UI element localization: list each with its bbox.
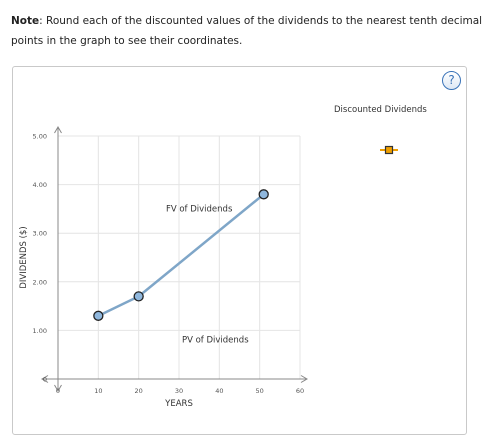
- x-axis-arrow: [300, 375, 308, 383]
- annotation-label: FV of Dividends: [166, 204, 233, 214]
- y-axis-down-arrow: [54, 384, 62, 392]
- y-tick-label: 5.00: [33, 133, 47, 141]
- x-tick-label: 20: [135, 387, 143, 395]
- x-axis-label: YEARS: [164, 399, 193, 409]
- data-point[interactable]: [258, 189, 269, 200]
- y-axis-label: DIVIDENDS ($): [19, 226, 29, 288]
- x-tick-label: 50: [256, 387, 264, 395]
- x-tick-label: 10: [94, 387, 102, 395]
- y-tick-label: 3.00: [33, 230, 47, 238]
- annotation-label: PV of Dividends: [182, 336, 249, 346]
- note-body: : Round each of the discounted values of…: [39, 15, 485, 27]
- note-label: Note: [11, 15, 40, 27]
- y-tick-label: 2.00: [33, 278, 47, 286]
- y-axis-arrow: [54, 126, 62, 134]
- y-tick-label: 1.00: [33, 327, 47, 335]
- legend-marker-square[interactable]: [384, 145, 394, 155]
- y-tick-label: 4.00: [33, 181, 47, 189]
- x-tick-label: 60: [296, 387, 304, 395]
- y-tick-label: 0: [43, 376, 47, 384]
- data-point[interactable]: [93, 310, 104, 321]
- help-icon[interactable]: ?: [442, 71, 461, 90]
- x-tick-label: 40: [215, 387, 223, 395]
- data-point[interactable]: [133, 291, 144, 302]
- note-body-line2: points in the graph to see their coordin…: [11, 35, 243, 47]
- graph-panel: ?: [12, 66, 467, 435]
- x-tick-label: 0: [56, 387, 60, 395]
- note-text: Note: Round each of the discounted value…: [11, 11, 485, 51]
- legend-label: Discounted Dividends: [334, 105, 427, 115]
- x-tick-label: 30: [175, 387, 183, 395]
